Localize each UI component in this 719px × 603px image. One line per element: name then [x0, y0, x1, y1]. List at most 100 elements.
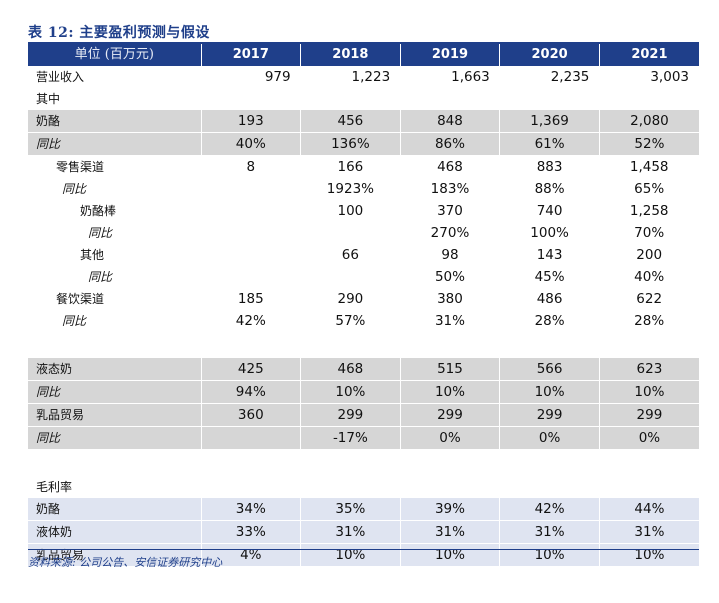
cell: 40%	[200, 132, 301, 156]
cell: 88%	[534, 181, 565, 197]
row-label: 其他	[80, 248, 105, 262]
cell: 100%	[530, 225, 569, 241]
cell	[599, 88, 699, 110]
cell: 1,369	[499, 110, 600, 133]
cell	[301, 266, 401, 288]
row-label: 零售渠道	[56, 160, 105, 174]
cell	[301, 88, 401, 110]
table-row: 餐饮渠道 185 290 380 486 622	[28, 288, 699, 310]
table-title: 表 12: 主要盈利预测与假设	[28, 25, 210, 41]
cell	[201, 88, 301, 110]
cell	[500, 476, 600, 498]
cell	[301, 476, 401, 498]
cell: 622	[636, 291, 663, 307]
row-label: 同比	[62, 314, 87, 328]
cell: 10%	[598, 543, 699, 567]
row-label: 毛利率	[36, 480, 73, 494]
row-label: 同比	[88, 270, 113, 284]
table-row: 其中	[28, 88, 699, 110]
cell: 2,080	[598, 110, 699, 133]
table-header-row: 单位 (百万元) 2017 2018 2019 2020 2021	[28, 44, 699, 66]
spacer-row	[28, 332, 699, 358]
cell: 740	[536, 203, 563, 219]
cell: 35%	[300, 498, 401, 521]
cell: 299	[499, 403, 600, 427]
cell: 299	[598, 403, 699, 427]
cell: 193	[200, 110, 301, 133]
cell: 3,003	[650, 69, 689, 85]
cell	[301, 222, 401, 244]
cell: 299	[300, 403, 401, 427]
table-row: 零售渠道 8 166 468 883 1,458	[28, 156, 699, 179]
year-header: 2021	[598, 44, 699, 66]
row-label: 液态奶	[28, 358, 201, 381]
cell: 66	[341, 247, 359, 263]
table-row: 营业收入 979 1,223 1,663 2,235 3,003	[28, 66, 699, 88]
cell: 28%	[534, 313, 565, 329]
table-row: 同比 50% 45% 40%	[28, 266, 699, 288]
row-label: 其中	[36, 92, 61, 106]
cell: 1,258	[629, 203, 669, 219]
cell: 183%	[430, 181, 470, 197]
cell: 425	[200, 358, 301, 381]
cell: 143	[536, 247, 563, 263]
row-label: 营业收入	[36, 70, 85, 84]
cell: 0%	[499, 426, 600, 450]
cell: 31%	[598, 520, 699, 544]
spacer-row	[28, 450, 699, 477]
year-header: 2017	[200, 44, 301, 66]
cell: 468	[437, 159, 463, 175]
year-header: 2018	[300, 44, 401, 66]
row-label: 同比	[62, 182, 87, 196]
cell: 370	[437, 203, 463, 219]
cell: 290	[337, 291, 364, 307]
cell: 10%	[300, 543, 401, 567]
cell: 1923%	[326, 181, 374, 197]
cell: 0%	[399, 426, 500, 450]
cell: 31%	[434, 313, 465, 329]
cell: 33%	[200, 520, 301, 544]
cell: 10%	[598, 380, 699, 404]
table-row: 同比 40% 136% 86% 61% 52%	[28, 132, 699, 156]
year-header: 2020	[499, 44, 600, 66]
bottom-rule	[28, 549, 699, 550]
table-row: 同比 270% 100% 70%	[28, 222, 699, 244]
cell: 200	[636, 247, 663, 263]
cell	[201, 178, 301, 200]
cell: 456	[300, 110, 401, 133]
cell: 40%	[634, 269, 665, 285]
cell: 10%	[300, 380, 401, 404]
cell: 1,458	[629, 159, 669, 175]
cell	[201, 476, 301, 498]
cell: 360	[200, 403, 301, 427]
cell	[201, 244, 301, 266]
table-row: 同比 -17% 0% 0% 0%	[28, 426, 699, 450]
cell: 52%	[598, 132, 699, 156]
cell: 848	[399, 110, 500, 133]
cell: 94%	[200, 380, 301, 404]
table-row: 奶酪 34% 35% 39% 42% 44%	[28, 498, 699, 521]
row-label: 同比	[28, 132, 201, 156]
cell: 979	[264, 69, 291, 85]
cell: 270%	[430, 225, 470, 241]
cell	[200, 426, 301, 450]
cell: 10%	[499, 543, 600, 567]
cell: 86%	[399, 132, 500, 156]
year-header: 2019	[399, 44, 500, 66]
forecast-table: 单位 (百万元) 2017 2018 2019 2020 2021 营业收入 9…	[28, 44, 699, 567]
cell: 100	[337, 203, 364, 219]
cell: 1,223	[351, 69, 391, 85]
row-label: 餐饮渠道	[56, 292, 105, 306]
source-note: 资料来源: 公司公告、安信证券研究中心	[28, 556, 223, 569]
table-row: 同比 1923% 183% 88% 65%	[28, 178, 699, 200]
cell: 10%	[399, 380, 500, 404]
cell: 380	[437, 291, 463, 307]
cell: 166	[337, 159, 364, 175]
cell: 185	[237, 291, 264, 307]
table-row: 同比 94% 10% 10% 10% 10%	[28, 380, 699, 404]
cell: 136%	[300, 132, 401, 156]
cell: 70%	[634, 225, 665, 241]
row-label: 奶酪棒	[80, 204, 117, 218]
cell: 486	[536, 291, 563, 307]
cell	[500, 88, 600, 110]
